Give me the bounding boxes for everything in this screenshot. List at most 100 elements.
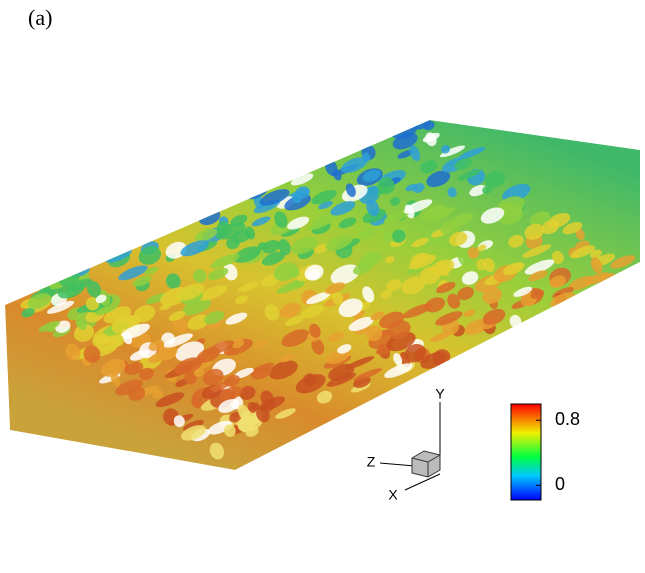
blob xyxy=(175,341,204,362)
blob xyxy=(392,229,406,243)
blob xyxy=(331,291,344,305)
blob xyxy=(252,340,267,349)
blob xyxy=(370,311,385,321)
blob xyxy=(165,273,181,289)
blob xyxy=(120,323,150,340)
blob xyxy=(463,309,476,318)
blob xyxy=(549,275,566,288)
blob xyxy=(426,170,451,188)
blob xyxy=(157,343,178,361)
blob xyxy=(508,234,524,248)
blob xyxy=(454,158,473,170)
blob xyxy=(480,207,505,224)
blob xyxy=(95,294,107,304)
blob xyxy=(408,254,436,270)
blob xyxy=(278,239,291,256)
blob xyxy=(447,293,461,309)
blob xyxy=(233,246,261,263)
blob xyxy=(229,412,242,423)
blob xyxy=(133,305,156,323)
blob xyxy=(337,344,352,354)
blob xyxy=(155,392,185,408)
blob xyxy=(590,257,603,274)
blob xyxy=(78,320,87,331)
blob xyxy=(223,424,236,437)
blob xyxy=(377,177,395,195)
blob xyxy=(503,262,525,276)
blob xyxy=(262,240,281,254)
blob xyxy=(304,264,324,281)
blob xyxy=(237,281,260,293)
blob xyxy=(330,264,360,285)
blob xyxy=(46,300,75,314)
blob xyxy=(139,367,154,381)
blob xyxy=(261,251,286,266)
blob xyxy=(288,279,305,290)
blob xyxy=(330,201,356,216)
blob xyxy=(253,194,264,210)
blob xyxy=(483,257,495,273)
blob xyxy=(457,169,481,181)
blob xyxy=(530,289,545,299)
blob xyxy=(211,381,230,392)
blob xyxy=(476,258,487,271)
blob xyxy=(223,263,238,281)
blob xyxy=(318,200,333,210)
blob xyxy=(101,358,126,377)
blob xyxy=(541,220,560,235)
blob xyxy=(264,304,280,321)
blob xyxy=(404,344,427,363)
blob xyxy=(231,338,244,349)
blob xyxy=(182,298,211,316)
blob xyxy=(238,415,263,432)
blob xyxy=(328,332,344,342)
colorbar-tick-label: 0 xyxy=(555,474,565,494)
blob xyxy=(144,266,159,276)
blob xyxy=(191,395,202,409)
blob xyxy=(210,253,240,269)
blob xyxy=(216,221,231,237)
blob xyxy=(385,256,395,264)
blob xyxy=(311,189,337,205)
blob xyxy=(420,159,438,174)
blob xyxy=(366,199,380,216)
blob xyxy=(176,283,205,301)
blob xyxy=(551,250,564,264)
blob xyxy=(324,282,346,295)
blob xyxy=(207,267,229,281)
blob xyxy=(522,244,551,258)
blob xyxy=(524,259,555,275)
blob xyxy=(275,408,296,419)
blob xyxy=(181,425,206,441)
blob xyxy=(392,132,418,150)
blob xyxy=(384,363,413,378)
y-label: Y xyxy=(435,386,445,402)
blob xyxy=(65,343,81,361)
blob xyxy=(440,144,451,154)
blob xyxy=(145,292,168,305)
blob xyxy=(287,216,310,230)
blob xyxy=(401,276,426,295)
x-axis-line xyxy=(404,473,441,491)
blob xyxy=(233,367,254,379)
blob xyxy=(152,389,163,399)
blob xyxy=(358,251,382,268)
blob xyxy=(248,362,275,376)
blob xyxy=(235,295,248,304)
blob xyxy=(362,286,375,303)
blob xyxy=(290,173,314,186)
blob xyxy=(238,404,250,421)
blob xyxy=(390,197,401,206)
blob xyxy=(469,185,487,197)
blob xyxy=(202,368,224,386)
blob xyxy=(529,211,551,226)
blob xyxy=(281,329,310,347)
blob xyxy=(411,237,429,248)
blob xyxy=(435,311,463,326)
blob xyxy=(424,297,446,313)
blob xyxy=(528,270,548,282)
blob xyxy=(482,287,502,304)
blob xyxy=(259,189,290,206)
blob xyxy=(94,306,112,316)
